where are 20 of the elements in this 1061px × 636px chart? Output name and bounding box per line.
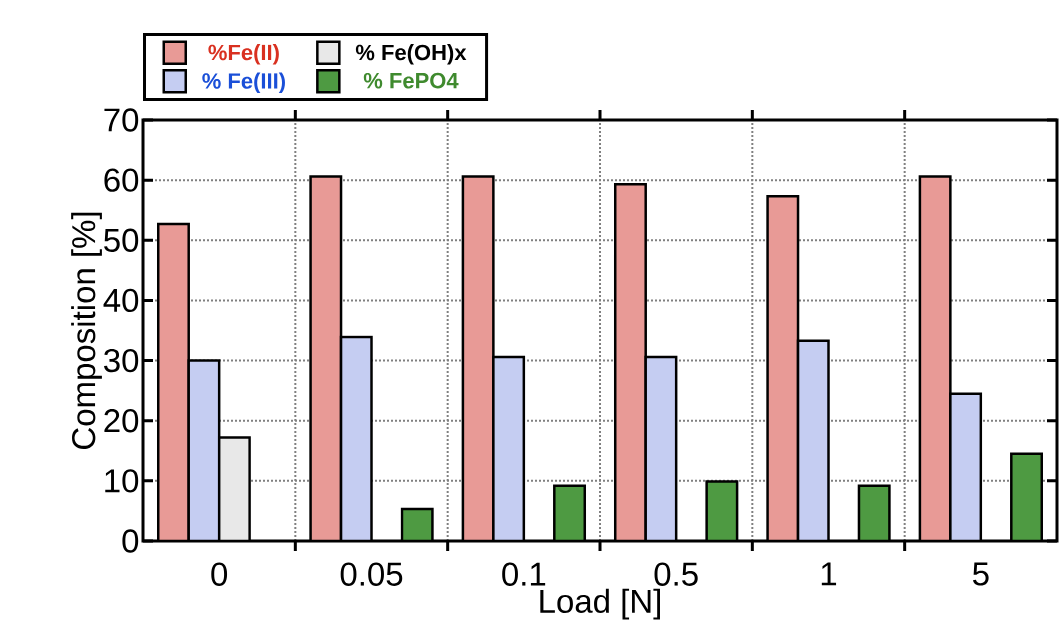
- y-tick-label: 70: [104, 108, 139, 132]
- y-tick-label: 40: [103, 288, 139, 313]
- legend-label: % FePO4: [363, 72, 459, 89]
- y-tick-label: 60: [104, 168, 139, 192]
- legend-label: % Fe(III): [202, 72, 285, 94]
- y-tick-label: 30: [104, 348, 139, 373]
- x-tick-label: 5: [972, 562, 989, 586]
- y-tick-label: 0: [122, 529, 139, 553]
- x-tick-label: 0.1: [502, 562, 546, 586]
- x-tick-label: 0.5: [654, 562, 698, 586]
- legend-label: %Fe(II): [208, 44, 279, 65]
- y-axis-title: Composition [%]: [71, 212, 102, 449]
- y-tick-label: 50: [104, 228, 139, 252]
- x-tick-label: 1: [821, 562, 837, 586]
- x-tick-label: 0.05: [340, 562, 403, 586]
- y-tick-label: 10: [105, 469, 139, 493]
- y-tick-label: 20: [104, 409, 139, 433]
- x-tick-label: 0: [211, 562, 228, 586]
- legend-label: % Fe(OH)x: [355, 44, 467, 65]
- x-axis-title: Load [N]: [540, 588, 660, 620]
